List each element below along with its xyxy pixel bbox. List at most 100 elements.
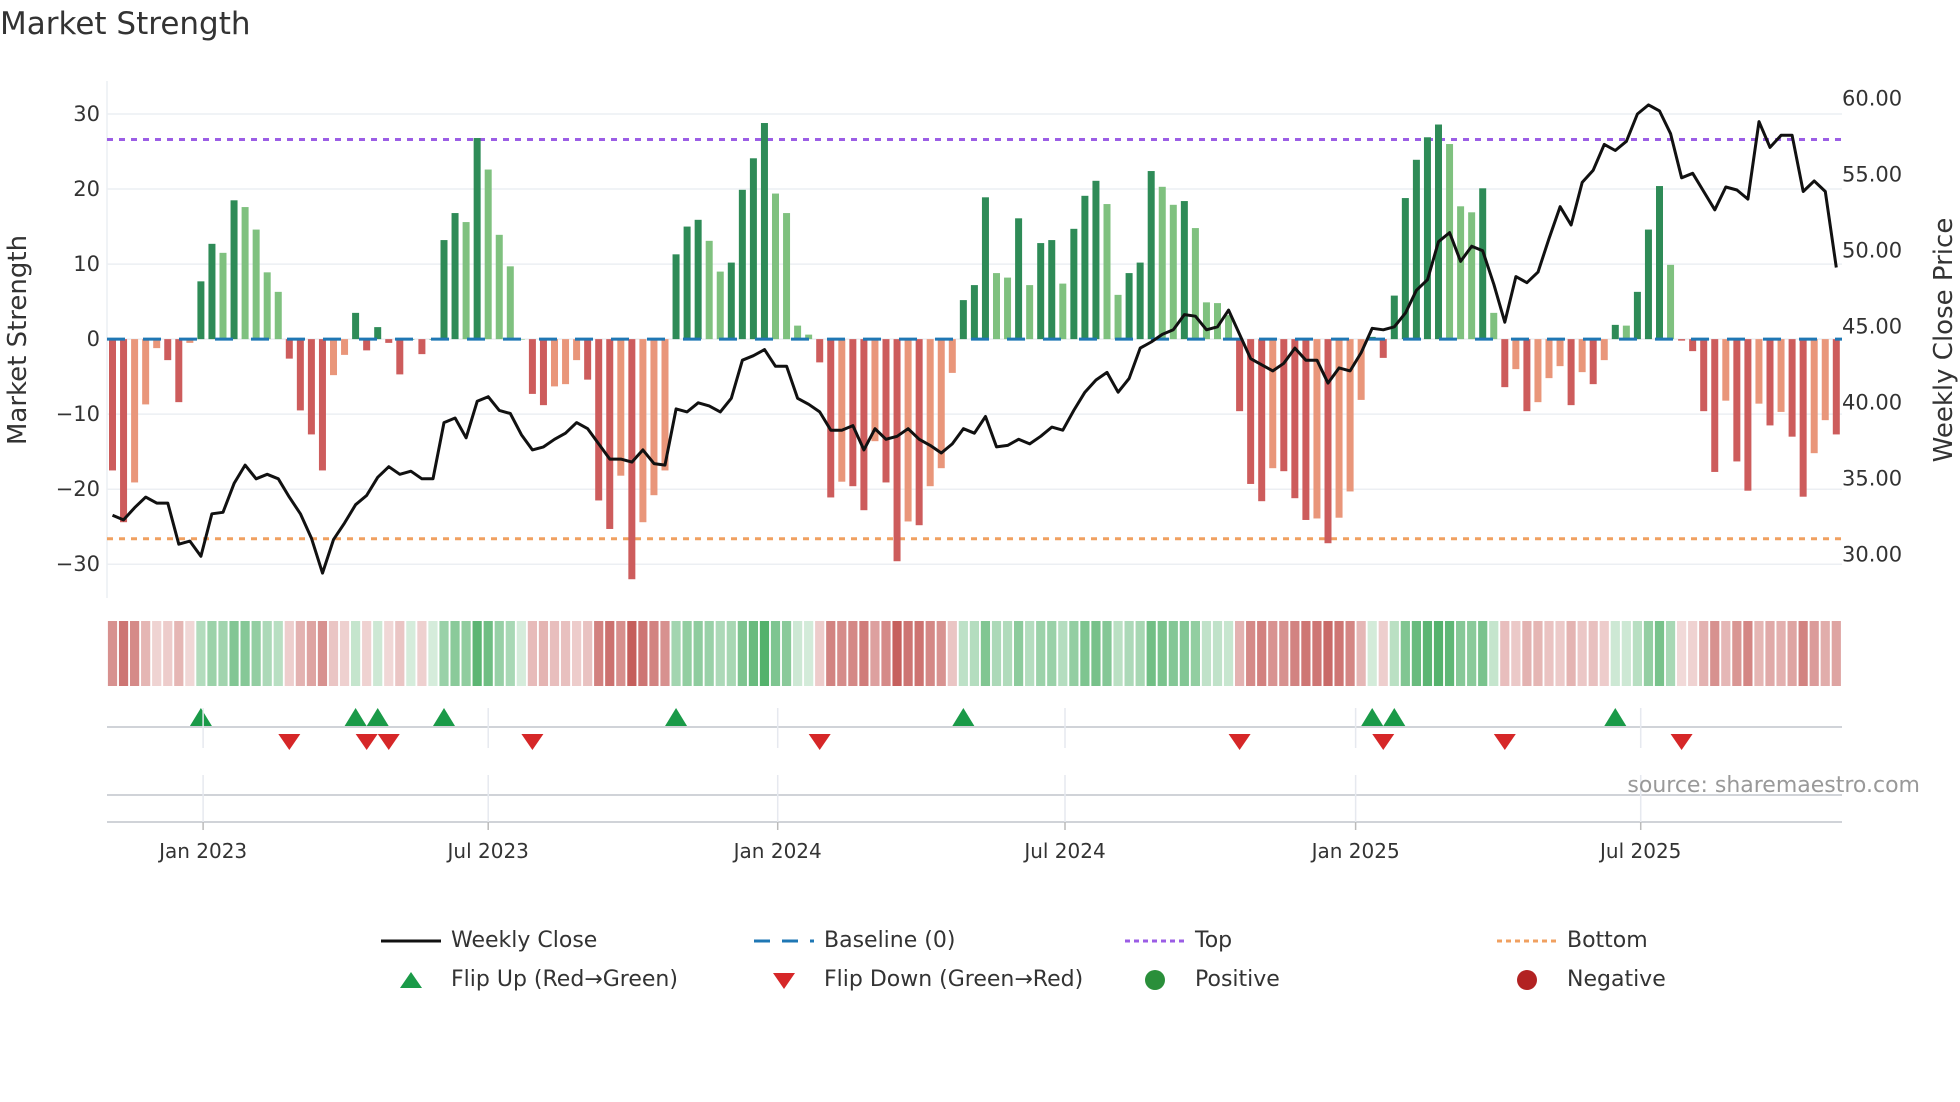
x-tick-label: Jan 2023 bbox=[157, 839, 247, 863]
negative-bar bbox=[1788, 339, 1796, 437]
strip-cell-negative bbox=[1334, 621, 1344, 686]
negative-bar bbox=[1357, 339, 1365, 400]
positive-bar bbox=[1103, 204, 1111, 340]
strip-cell-positive bbox=[494, 621, 504, 686]
strip-cell-negative bbox=[892, 621, 902, 686]
positive-bar bbox=[440, 240, 448, 340]
strip-cell-positive bbox=[1102, 621, 1112, 686]
price-series bbox=[111, 103, 1838, 575]
positive-bar bbox=[484, 169, 492, 340]
positive-bar bbox=[1412, 159, 1420, 340]
negative-bar bbox=[1313, 339, 1321, 519]
negative-bar bbox=[639, 339, 647, 523]
strip-cell-positive bbox=[251, 621, 261, 686]
negative-bar bbox=[341, 339, 349, 355]
positive-bar bbox=[1026, 285, 1034, 340]
legend-baseline-swatch-icon bbox=[754, 939, 814, 942]
y-tick-label: −20 bbox=[56, 477, 100, 501]
negative-bar bbox=[893, 339, 901, 562]
negative-bar bbox=[1589, 339, 1597, 385]
strip-cell-positive bbox=[1389, 621, 1399, 686]
strip-cell-negative bbox=[594, 621, 604, 686]
positive-bar bbox=[683, 226, 691, 340]
strip-cell-negative bbox=[1798, 621, 1808, 686]
strip-cell-positive bbox=[1157, 621, 1167, 686]
strip-cell-negative bbox=[1533, 621, 1543, 686]
positive-bar bbox=[805, 334, 813, 340]
strip-cell-positive bbox=[693, 621, 703, 686]
legend-item-positive: Positive bbox=[1125, 967, 1280, 992]
strip-cell-positive bbox=[980, 621, 991, 686]
strip-cell-negative bbox=[870, 621, 880, 686]
strip-cell-negative bbox=[163, 621, 173, 686]
legend-label: Top bbox=[1195, 928, 1233, 953]
strip-cell-negative bbox=[837, 621, 847, 686]
source-label: source: sharemaestro.com bbox=[1627, 773, 1920, 798]
strip-cell-positive bbox=[715, 621, 725, 686]
strip-cell-positive bbox=[1212, 621, 1223, 686]
strip-cell-negative bbox=[605, 621, 615, 686]
y2-tick-label: 40.00 bbox=[1842, 390, 1902, 414]
negative-bar bbox=[1236, 339, 1244, 412]
legend-label: Weekly Close bbox=[451, 928, 598, 953]
strip-cell-negative bbox=[1820, 621, 1830, 686]
positive-bar bbox=[252, 229, 260, 340]
flip-up-marker bbox=[1604, 708, 1627, 726]
strip-cell-positive bbox=[1014, 621, 1024, 686]
positive-bar bbox=[241, 207, 249, 340]
legend-item-negative: Negative bbox=[1497, 967, 1666, 992]
strip-cell-positive bbox=[1433, 621, 1444, 686]
negative-bar bbox=[120, 339, 128, 523]
flip-down-marker bbox=[521, 734, 544, 750]
negative-bar bbox=[584, 339, 592, 380]
positive-bar bbox=[1479, 188, 1487, 340]
positive-bar bbox=[352, 312, 360, 340]
negative-bar bbox=[186, 339, 194, 343]
strip-cell-positive bbox=[207, 621, 217, 686]
right-axis-label: Weekly Close Price bbox=[1929, 218, 1959, 463]
negative-bar bbox=[330, 339, 337, 376]
negative-bar bbox=[1799, 339, 1807, 497]
strip-cell-positive bbox=[450, 621, 460, 686]
strip-cell-negative bbox=[328, 621, 339, 686]
positive-bar bbox=[1214, 303, 1221, 340]
strip-cell-positive bbox=[240, 621, 250, 686]
strip-cell-positive bbox=[726, 621, 736, 686]
strip-cell-negative bbox=[1577, 621, 1587, 686]
strip-cell-positive bbox=[1467, 621, 1477, 686]
positive-bar bbox=[1622, 325, 1630, 340]
strip-cell-negative bbox=[362, 621, 372, 686]
y2-tick-label: 55.00 bbox=[1842, 162, 1902, 186]
y2-tick-label: 30.00 bbox=[1842, 542, 1902, 566]
strip-cell-positive bbox=[804, 621, 814, 686]
strip-cell-negative bbox=[141, 621, 151, 686]
negative-bar bbox=[617, 339, 625, 476]
strip-cell-negative bbox=[538, 621, 549, 686]
positive-bar bbox=[1446, 144, 1454, 340]
strip-cell-positive bbox=[737, 621, 747, 686]
strip-cell-positive bbox=[351, 621, 361, 686]
strip-cell-positive bbox=[671, 621, 681, 686]
strip-cell-negative bbox=[130, 621, 140, 686]
legend-item-bottom: Bottom bbox=[1497, 928, 1648, 953]
strip-cell-negative bbox=[1710, 621, 1720, 686]
strength-bars bbox=[109, 123, 1840, 580]
flip-up-marker bbox=[433, 708, 455, 726]
positive-bar bbox=[517, 339, 525, 340]
negative-bar bbox=[573, 339, 581, 361]
positive-bar bbox=[219, 252, 227, 340]
negative-bar bbox=[595, 339, 603, 501]
chart-title: Market Strength bbox=[0, 6, 251, 42]
negative-bar bbox=[153, 339, 161, 349]
legend-bottom-swatch-icon bbox=[1497, 939, 1557, 942]
weekly-close-line bbox=[111, 103, 1838, 575]
negative-bar bbox=[528, 339, 536, 394]
positive-bar bbox=[981, 197, 989, 340]
y-tick-label: 0 bbox=[87, 327, 100, 351]
positive-bar bbox=[783, 213, 791, 340]
strip-cell-positive bbox=[770, 621, 781, 686]
strip-cell-positive bbox=[229, 621, 239, 686]
negative-bar bbox=[109, 339, 116, 471]
strip-cell-positive bbox=[1223, 621, 1234, 686]
strip-cell-positive bbox=[505, 621, 515, 686]
